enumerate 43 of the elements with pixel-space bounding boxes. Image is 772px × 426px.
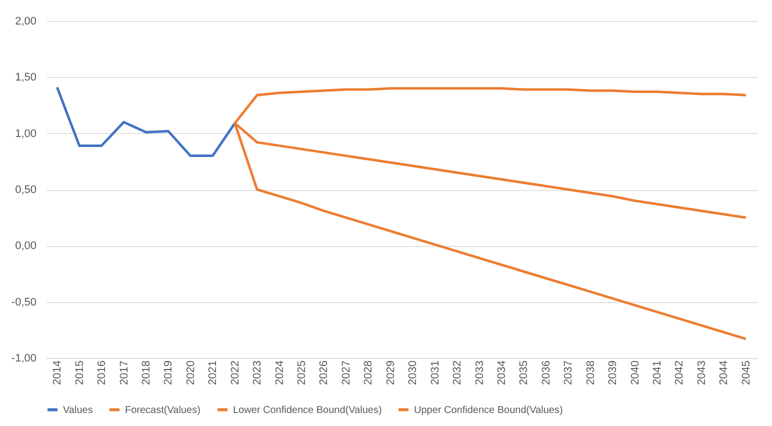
x-tick-label: 2035 — [518, 360, 530, 385]
x-tick-label: 2028 — [362, 360, 375, 385]
x-tick-label: 2042 — [674, 360, 686, 385]
legend-label: Forecast(Values) — [125, 404, 200, 416]
y-tick-label: -0,50 — [11, 296, 36, 308]
x-tick-label: 2027 — [340, 360, 352, 385]
y-tick-label: 1,50 — [15, 72, 36, 84]
legend-label: Lower Confidence Bound(Values) — [233, 404, 382, 416]
y-tick-label: -1,00 — [11, 352, 36, 364]
y-tick-label: 1,00 — [15, 128, 36, 140]
x-tick-label: 2017 — [118, 360, 130, 385]
x-tick-label: 2036 — [540, 360, 552, 385]
x-tick-label: 2018 — [140, 360, 152, 385]
x-tick-label: 2032 — [452, 360, 464, 385]
x-tick-label: 2029 — [384, 360, 397, 385]
x-tick-label: 2034 — [496, 360, 508, 385]
x-tick-label: 2040 — [629, 360, 642, 385]
legend-label: Values — [63, 404, 93, 416]
x-tick-label: 2015 — [74, 360, 86, 385]
y-tick-label: 2,00 — [15, 16, 36, 28]
x-tick-label: 2039 — [607, 360, 620, 385]
y-tick-label: 0,00 — [15, 240, 36, 252]
x-tick-label: 2014 — [52, 360, 64, 385]
x-tick-label: 2033 — [474, 360, 486, 385]
x-tick-label: 2041 — [652, 360, 664, 385]
x-tick-label: 2019 — [162, 360, 175, 385]
x-tick-label: 2026 — [318, 360, 330, 385]
x-tick-label: 2030 — [407, 360, 420, 385]
x-tick-label: 2037 — [562, 360, 575, 385]
x-tick-label: 2043 — [696, 360, 708, 385]
x-tick-label: 2045 — [740, 360, 752, 385]
x-tick-label: 2038 — [584, 360, 597, 385]
legend-label: Upper Confidence Bound(Values) — [414, 404, 563, 416]
x-tick-label: 2016 — [96, 360, 108, 385]
x-tick-label: 2021 — [207, 360, 220, 385]
x-tick-label: 2020 — [184, 360, 197, 385]
y-tick-label: 0,50 — [15, 184, 36, 196]
x-tick-label: 2025 — [296, 360, 308, 385]
x-tick-label: 2044 — [718, 360, 730, 385]
x-tick-label: 2022 — [229, 360, 242, 385]
x-tick-label: 2024 — [274, 360, 286, 385]
x-tick-label: 2023 — [252, 360, 264, 385]
x-tick-label: 2031 — [429, 360, 442, 385]
